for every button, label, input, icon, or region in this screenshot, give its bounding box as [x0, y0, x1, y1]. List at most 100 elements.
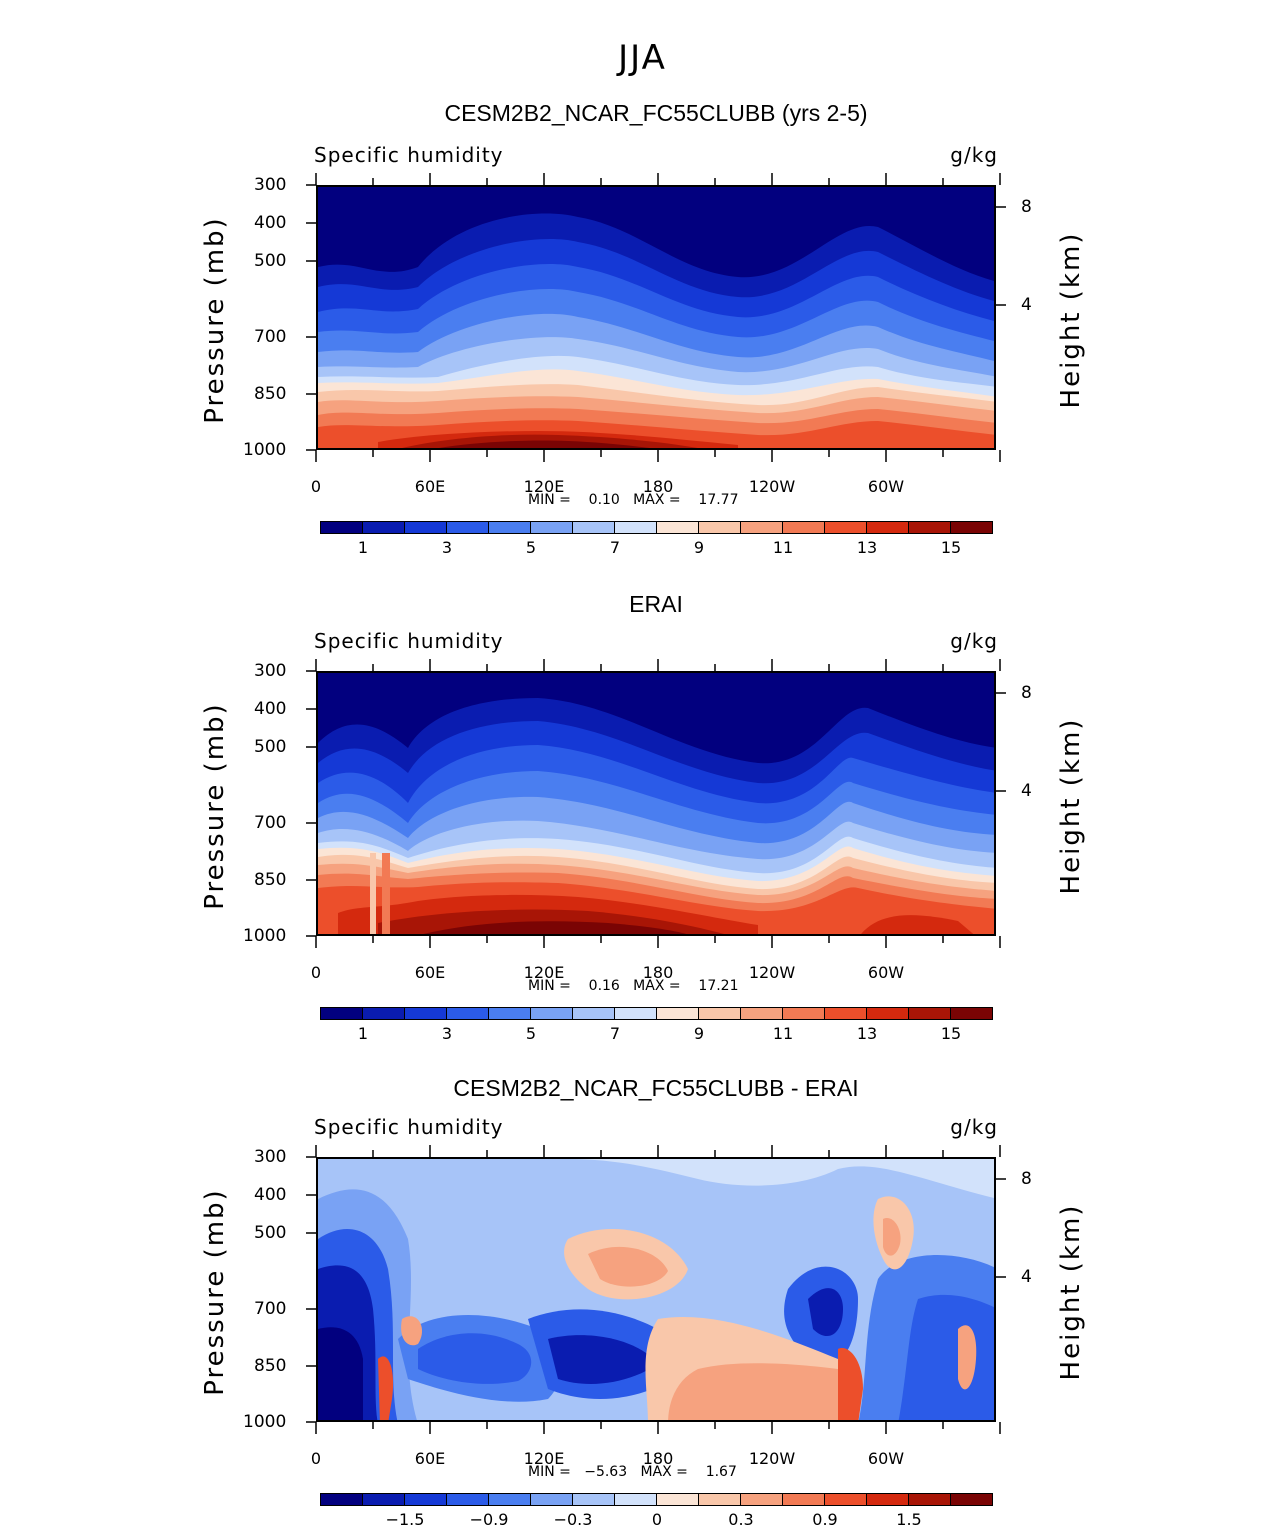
colorbar-swatch: [951, 522, 992, 533]
colorbar-swatch: [321, 522, 363, 533]
y-right-tick: 8: [1021, 1169, 1032, 1189]
y-tick: 700: [254, 813, 287, 833]
colorbar-label: 3: [441, 538, 453, 557]
colorbar-swatch: [447, 522, 489, 533]
colorbar-swatch: [573, 522, 615, 533]
colorbar-label: 15: [940, 538, 962, 557]
colorbar-swatch: [867, 1008, 909, 1019]
y-tick: 1000: [243, 1412, 287, 1432]
y-tick: 300: [254, 1147, 287, 1167]
contour-plot: [316, 671, 996, 936]
y-tick: 1000: [243, 926, 287, 946]
colorbar-swatch: [447, 1494, 489, 1505]
x-tick: 0: [310, 1449, 322, 1468]
colorbar-label: 7: [609, 538, 621, 557]
colorbar-label: −1.5: [385, 1510, 425, 1529]
colorbar-swatch: [531, 1008, 573, 1019]
colorbar-swatch: [657, 522, 699, 533]
colorbar-swatch: [825, 1494, 867, 1505]
x-tick: 60W: [867, 477, 905, 496]
x-tick: 60E: [414, 477, 446, 496]
y-tick: 400: [254, 1185, 287, 1205]
colorbar-swatch: [405, 1008, 447, 1019]
y-tick: 850: [254, 384, 287, 404]
x-tick: 180: [642, 963, 674, 982]
y-tick: 400: [254, 213, 287, 233]
panel-title: ERAI: [629, 591, 683, 617]
variable-label: Specific humidity: [314, 629, 504, 653]
colorbar-swatch: [783, 522, 825, 533]
x-tick: 60E: [414, 963, 446, 982]
x-tick: 60E: [414, 1449, 446, 1468]
colorbar-swatch: [699, 1008, 741, 1019]
y-tick: 400: [254, 699, 287, 719]
panel-title: CESM2B2_NCAR_FC55CLUBB - ERAI: [453, 1075, 859, 1101]
colorbar-label: 3: [441, 1024, 453, 1043]
colorbar-swatch: [741, 1008, 783, 1019]
colorbar-swatch: [657, 1008, 699, 1019]
y-right-tick: 4: [1021, 781, 1032, 801]
colorbar-swatch: [489, 1008, 531, 1019]
colorbar-swatch: [615, 1008, 657, 1019]
colorbar-swatch: [951, 1008, 992, 1019]
colorbar-swatch: [741, 522, 783, 533]
y-tick: 850: [254, 870, 287, 890]
colorbar-swatch: [909, 522, 951, 533]
min-max-text: MIN = 0.10 MAX = 17.77: [528, 492, 739, 508]
contour-fill: [318, 187, 994, 448]
colorbar-swatch: [489, 1494, 531, 1505]
y-right-tick: 8: [1021, 197, 1032, 217]
colorbar-swatch: [363, 1008, 405, 1019]
colorbar-swatch: [363, 522, 405, 533]
variable-label: Specific humidity: [314, 143, 504, 167]
x-tick: 180: [642, 1449, 674, 1468]
colorbar: [320, 521, 993, 534]
colorbar-swatch: [363, 1494, 405, 1505]
colorbar-label: 1: [357, 538, 369, 557]
panel-title: CESM2B2_NCAR_FC55CLUBB (yrs 2-5): [444, 100, 868, 126]
colorbar-swatch: [489, 522, 531, 533]
y-tick: 1000: [243, 440, 287, 460]
colorbar-label: 13: [856, 1024, 878, 1043]
x-tick: 120W: [748, 477, 796, 496]
colorbar-label: 9: [693, 1024, 705, 1043]
x-tick: 120E: [523, 477, 565, 496]
x-tick: 0: [310, 477, 322, 496]
contour-fill: [318, 1159, 994, 1420]
x-tick: 0: [310, 963, 322, 982]
colorbar-label: 1: [357, 1024, 369, 1043]
colorbar-swatch: [909, 1008, 951, 1019]
y-right-tick: 4: [1021, 1267, 1032, 1287]
colorbar-label: 1.5: [896, 1510, 922, 1529]
colorbar-label: 0: [651, 1510, 663, 1529]
min-max-text: MIN = −5.63 MAX = 1.67: [528, 1464, 737, 1480]
units-label: g/kg: [950, 629, 998, 653]
y-tick: 700: [254, 327, 287, 347]
y-tick: 300: [254, 661, 287, 681]
colorbar-swatch: [321, 1494, 363, 1505]
x-tick: 60W: [867, 1449, 905, 1468]
colorbar-swatch: [573, 1494, 615, 1505]
colorbar-swatch: [783, 1494, 825, 1505]
colorbar-swatch: [531, 1494, 573, 1505]
x-tick: 120W: [748, 1449, 796, 1468]
colorbar-swatch: [657, 1494, 699, 1505]
y-tick: 500: [254, 1223, 287, 1243]
colorbar-label: 0.3: [728, 1510, 754, 1529]
y-tick: 500: [254, 737, 287, 757]
x-tick: 180: [642, 477, 674, 496]
colorbar-label: 0.9: [812, 1510, 838, 1529]
colorbar-swatch: [741, 1494, 783, 1505]
colorbar-swatch: [825, 522, 867, 533]
contour-plot: [316, 1157, 996, 1422]
y-tick: 300: [254, 175, 287, 195]
contour-plot: [316, 185, 996, 450]
colorbar-swatch: [321, 1008, 363, 1019]
colorbar-swatch: [867, 1494, 909, 1505]
colorbar-swatch: [909, 1494, 951, 1505]
units-label: g/kg: [950, 143, 998, 167]
colorbar-swatch: [951, 1494, 992, 1505]
colorbar-swatch: [405, 522, 447, 533]
contour-fill: [318, 673, 994, 934]
